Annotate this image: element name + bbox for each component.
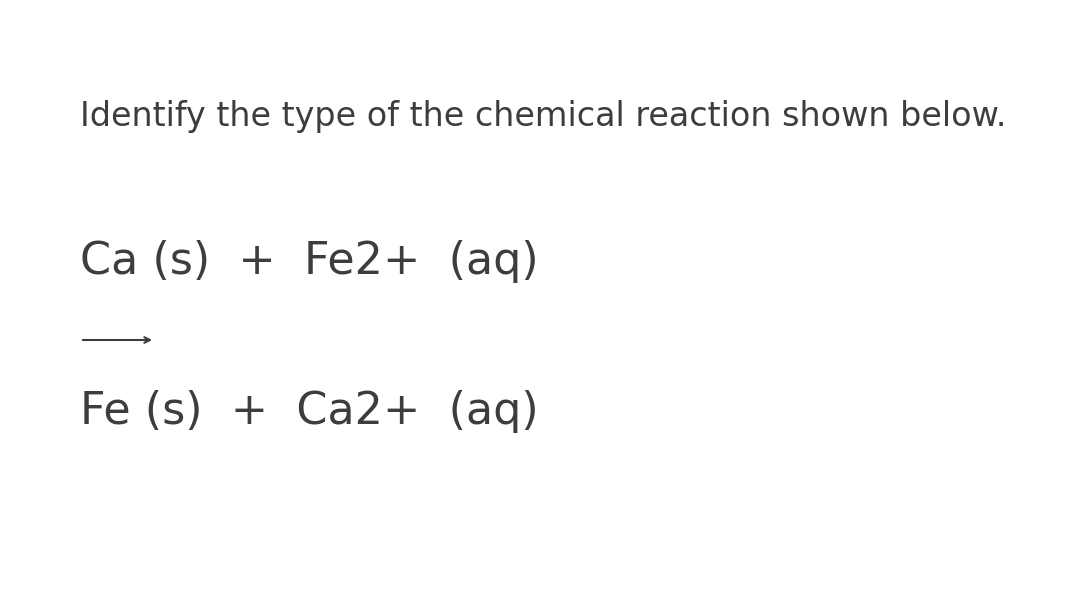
Text: Ca (s)  +  Fe2+  (aq): Ca (s) + Fe2+ (aq) bbox=[80, 240, 539, 283]
Text: Fe (s)  +  Ca2+  (aq): Fe (s) + Ca2+ (aq) bbox=[80, 390, 539, 433]
Text: Identify the type of the chemical reaction shown below.: Identify the type of the chemical reacti… bbox=[80, 100, 1007, 133]
